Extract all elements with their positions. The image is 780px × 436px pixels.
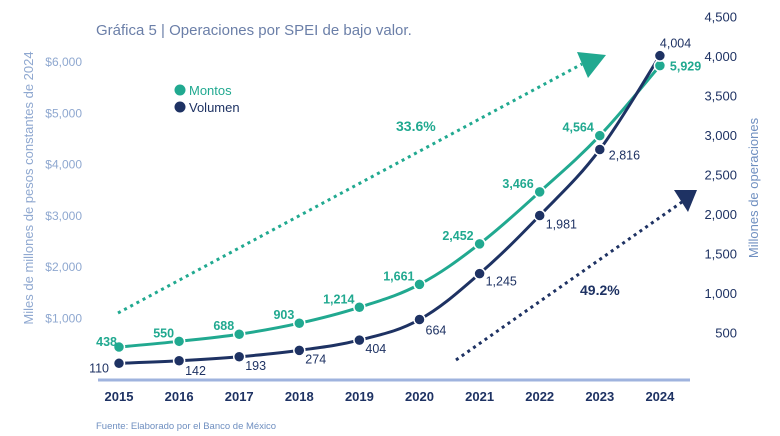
volumen-data-label: 404: [365, 342, 386, 356]
montos-point: [594, 130, 605, 141]
volumen-data-label: 664: [426, 324, 447, 338]
montos-data-label: 5,929: [670, 60, 701, 74]
montos-data-label: 3,466: [502, 177, 533, 191]
x-tick-label: 2019: [345, 389, 374, 404]
y-right-tick-label: 4,500: [704, 10, 737, 25]
chart: Gráfica 5 | Operaciones por SPEI de bajo…: [0, 0, 780, 436]
montos-data-label: 4,564: [563, 121, 594, 135]
volumen-point: [594, 144, 605, 155]
montos-point: [174, 336, 185, 347]
montos-point: [294, 318, 305, 329]
x-tick-label: 2018: [285, 389, 314, 404]
volumen-data-label: 1,981: [546, 218, 577, 232]
x-tick-label: 2016: [165, 389, 194, 404]
volumen-data-label: 2,816: [609, 149, 640, 163]
montos-point: [414, 279, 425, 290]
volumen-point: [174, 355, 185, 366]
volumen-growth-label: 49.2%: [580, 282, 620, 298]
legend-volumen-marker: [175, 102, 186, 113]
y-right-tick-label: 2,000: [704, 207, 737, 222]
montos-data-label: 1,214: [323, 292, 354, 306]
volumen-point: [354, 335, 365, 346]
y-right-tick-label: 1,500: [704, 247, 737, 262]
volumen-point: [414, 314, 425, 325]
source-note: Fuente: Elaborado por el Banco de México: [96, 421, 276, 432]
y-left-tick-label: $3,000: [45, 209, 82, 223]
montos-point: [534, 186, 545, 197]
montos-data-label: 438: [96, 335, 117, 349]
legend-volumen-label: Volumen: [189, 100, 240, 115]
y-right-tick-label: 2,500: [704, 168, 737, 183]
chart-title: Gráfica 5 | Operaciones por SPEI de bajo…: [96, 22, 412, 39]
legend: Montos Volumen: [175, 83, 240, 115]
y-axis-right-ticks: 500 1,000 1,500 2,000 2,500 3,000 3,500 4,000 4,…: [704, 10, 737, 341]
x-tick-label: 2017: [225, 389, 254, 404]
montos-data-label: 1,661: [383, 269, 414, 283]
montos-point: [234, 329, 245, 340]
y-axis-left-label: Miles de millones de pesos constantes de…: [21, 51, 36, 324]
y-right-tick-label: 4,000: [704, 49, 737, 64]
legend-montos-marker: [175, 85, 186, 96]
x-tick-label: 2022: [525, 389, 554, 404]
x-tick-label: 2021: [465, 389, 494, 404]
volumen-data-label: 193: [245, 359, 266, 373]
x-tick-label: 2024: [645, 389, 675, 404]
x-tick-label: 2020: [405, 389, 434, 404]
y-axis-right-label: Millones de operaciones: [746, 117, 761, 258]
volumen-point: [234, 351, 245, 362]
legend-montos-label: Montos: [189, 83, 232, 98]
x-axis-ticks: 2015 2016 2017 2018 2019 2020 2021 2022 2023 2024: [105, 389, 676, 404]
x-tick-label: 2023: [585, 389, 614, 404]
volumen-data-label: 1,245: [486, 275, 517, 289]
montos-point: [474, 238, 485, 249]
volumen-point: [534, 210, 545, 221]
y-left-tick-label: $4,000: [45, 158, 82, 172]
y-axis-left-ticks: $1,000 $2,000 $3,000 $4,000 $5,000 $6,000: [45, 55, 82, 325]
y-right-tick-label: 3,500: [704, 89, 737, 104]
montos-point: [354, 302, 365, 313]
y-left-tick-label: $5,000: [45, 106, 82, 120]
montos-data-label: 550: [153, 326, 174, 340]
volumen-point: [654, 50, 665, 61]
volumen-data-label: 110: [89, 361, 109, 375]
x-tick-label: 2015: [105, 389, 134, 404]
volumen-data-label: 4,004: [660, 37, 691, 51]
volumen-data-label: 274: [305, 352, 326, 366]
montos-data-label: 2,452: [442, 229, 473, 243]
y-left-tick-label: $2,000: [45, 260, 82, 274]
y-right-tick-label: 1,000: [704, 286, 737, 301]
y-left-tick-label: $6,000: [45, 55, 82, 69]
y-left-tick-label: $1,000: [45, 311, 82, 325]
montos-growth-label: 33.6%: [396, 118, 436, 134]
y-right-tick-label: 3,000: [704, 128, 737, 143]
montos-data-label: 903: [273, 308, 294, 322]
volumen-point: [114, 358, 125, 369]
volumen-point: [474, 268, 485, 279]
volumen-point: [294, 345, 305, 356]
volumen-data-label: 142: [185, 364, 206, 378]
montos-data-label: 688: [213, 319, 234, 333]
y-right-tick-label: 500: [715, 326, 737, 341]
